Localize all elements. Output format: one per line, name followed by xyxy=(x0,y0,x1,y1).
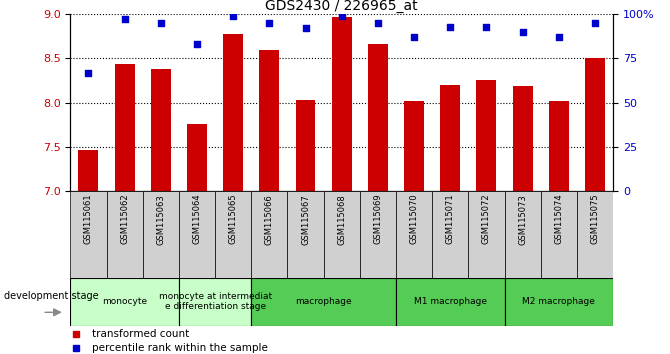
Bar xyxy=(505,191,541,278)
Bar xyxy=(70,191,107,278)
Bar xyxy=(143,191,179,278)
Bar xyxy=(287,191,324,278)
Point xyxy=(553,34,564,40)
Text: GSM115071: GSM115071 xyxy=(446,194,455,244)
Text: GSM115068: GSM115068 xyxy=(337,194,346,245)
Bar xyxy=(78,149,98,354)
Bar xyxy=(215,191,251,278)
Text: percentile rank within the sample: percentile rank within the sample xyxy=(92,343,268,353)
Point xyxy=(192,41,202,47)
Bar xyxy=(107,191,143,278)
Text: GSM115062: GSM115062 xyxy=(120,194,129,244)
Bar xyxy=(151,69,171,354)
Bar xyxy=(360,191,396,278)
Bar xyxy=(251,191,287,278)
Point xyxy=(409,34,419,40)
Bar xyxy=(505,278,613,326)
Text: monocyte: monocyte xyxy=(102,297,147,306)
Text: GSM115066: GSM115066 xyxy=(265,194,274,245)
Text: GSM115072: GSM115072 xyxy=(482,194,491,244)
Point xyxy=(481,24,492,29)
Bar xyxy=(324,191,360,278)
Bar xyxy=(332,17,352,354)
Text: transformed count: transformed count xyxy=(92,329,190,339)
Bar xyxy=(368,44,388,354)
Bar xyxy=(179,191,215,278)
Title: GDS2430 / 226965_at: GDS2430 / 226965_at xyxy=(265,0,418,13)
Point xyxy=(83,70,94,75)
Bar xyxy=(70,278,179,326)
Text: GSM115075: GSM115075 xyxy=(590,194,600,244)
Text: M2 macrophage: M2 macrophage xyxy=(523,297,595,306)
Text: GSM115064: GSM115064 xyxy=(192,194,202,244)
Bar xyxy=(404,101,424,354)
Bar xyxy=(223,34,243,354)
Bar xyxy=(396,191,432,278)
Bar xyxy=(585,58,605,354)
Text: GSM115069: GSM115069 xyxy=(373,194,383,244)
Text: monocyte at intermediat
e differentiation stage: monocyte at intermediat e differentiatio… xyxy=(159,292,271,312)
Bar xyxy=(251,278,396,326)
Bar xyxy=(295,100,316,354)
Text: development stage: development stage xyxy=(3,291,98,301)
Point xyxy=(300,25,311,31)
Bar xyxy=(259,50,279,354)
Bar xyxy=(432,191,468,278)
Text: GSM115070: GSM115070 xyxy=(409,194,419,244)
Text: GSM115061: GSM115061 xyxy=(84,194,93,244)
Point xyxy=(445,24,456,29)
Point xyxy=(264,20,275,26)
Bar xyxy=(577,191,613,278)
Bar xyxy=(179,278,251,326)
Point xyxy=(119,17,130,22)
Point xyxy=(228,13,239,19)
Point xyxy=(590,20,600,26)
Bar xyxy=(468,191,505,278)
Text: GSM115073: GSM115073 xyxy=(518,194,527,245)
Point xyxy=(517,29,528,35)
Text: GSM115067: GSM115067 xyxy=(301,194,310,245)
Bar xyxy=(513,86,533,354)
Bar xyxy=(396,278,505,326)
Point xyxy=(336,13,347,19)
Text: GSM115063: GSM115063 xyxy=(156,194,165,245)
Bar xyxy=(476,80,496,354)
Bar xyxy=(440,85,460,354)
Bar xyxy=(187,124,207,354)
Bar xyxy=(541,191,577,278)
Text: GSM115065: GSM115065 xyxy=(228,194,238,244)
Text: macrophage: macrophage xyxy=(295,297,352,306)
Bar xyxy=(549,101,569,354)
Text: M1 macrophage: M1 macrophage xyxy=(414,297,486,306)
Text: GSM115074: GSM115074 xyxy=(554,194,563,244)
Point xyxy=(155,20,166,26)
Point xyxy=(373,20,383,26)
Bar xyxy=(115,64,135,354)
